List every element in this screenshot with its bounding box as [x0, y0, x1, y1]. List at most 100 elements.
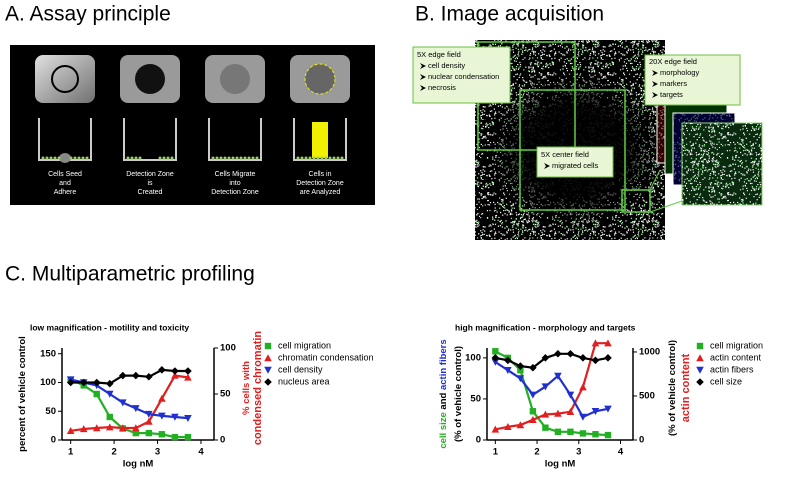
cell — [300, 156, 304, 160]
y2-tick-label: 0 — [639, 435, 644, 446]
field-box — [412, 46, 511, 104]
marker — [491, 358, 500, 366]
detection-zone — [312, 122, 328, 158]
y-tick-label: 0 — [476, 435, 481, 446]
marker — [184, 373, 192, 381]
legend-label: cell density — [278, 364, 323, 374]
marker — [517, 366, 524, 374]
step-caption: Detection Zone — [296, 180, 344, 187]
series-line — [70, 378, 188, 439]
field-title: 5X edge field — [417, 50, 461, 59]
marker — [541, 354, 550, 362]
marker — [132, 429, 140, 437]
step-caption: Detection Zone — [126, 171, 174, 178]
y-axis-label-part: cell size — [438, 412, 449, 448]
marker — [105, 423, 114, 431]
chart: low magnification - motility and toxicit… — [17, 322, 374, 469]
bullet — [652, 70, 658, 76]
x-axis-label: log nM — [123, 459, 154, 470]
y-tick-label: 50 — [45, 406, 56, 417]
x-tick-label: 1 — [68, 447, 74, 458]
well — [208, 118, 262, 161]
marker — [105, 379, 114, 388]
field-item: markers — [660, 79, 687, 88]
legend-marker — [264, 342, 272, 350]
marker — [591, 408, 600, 416]
cell — [219, 156, 223, 160]
y2-axis-label: (% of vehicle control) — [667, 340, 678, 436]
panel-title: B. Image acquisition — [415, 3, 604, 26]
cell — [158, 156, 162, 160]
cell — [41, 156, 45, 160]
charts: low magnification - motility and toxicit… — [17, 322, 764, 469]
cell — [312, 156, 316, 160]
well-zone — [305, 64, 335, 94]
x-tick-label: 2 — [111, 447, 116, 458]
legend-label: nucleus area — [278, 376, 330, 386]
marker — [132, 405, 140, 413]
step-caption: and — [59, 180, 71, 187]
legend-label: cell migration — [710, 340, 763, 350]
marker — [158, 366, 166, 374]
y2-axis-label-part: actin content — [680, 353, 692, 422]
marker — [529, 408, 537, 415]
step-caption: Cells in — [309, 171, 332, 178]
marker — [79, 378, 88, 387]
cell — [235, 156, 239, 160]
y2-axis-label-part: condensed chromatin — [252, 331, 264, 446]
marker — [604, 431, 612, 439]
cell — [81, 156, 85, 160]
bullet — [420, 74, 426, 80]
legend-marker — [264, 366, 272, 374]
cell — [49, 156, 53, 160]
cell — [255, 156, 259, 160]
y-axis-label-part: (% of vehicle control) — [453, 346, 464, 442]
zoom-line — [649, 199, 686, 213]
well-ring — [51, 65, 79, 93]
cell — [304, 156, 308, 160]
legend-marker — [696, 366, 704, 374]
x-tick-label: 2 — [534, 447, 539, 458]
marker — [66, 378, 75, 387]
chart-title: low magnification - motility and toxicit… — [30, 322, 189, 332]
marker — [516, 375, 525, 383]
marker — [105, 390, 114, 398]
field-box — [644, 54, 741, 106]
x-tick-label: 3 — [576, 447, 581, 458]
series-line — [70, 368, 188, 385]
marker — [504, 366, 512, 374]
cell — [170, 156, 174, 160]
cell — [324, 156, 328, 160]
y-tick-label: 150 — [40, 348, 56, 359]
field-item: nuclear condensation — [428, 72, 499, 81]
y2-tick-label: 0 — [220, 435, 225, 446]
cell — [332, 156, 336, 160]
y-tick-label: 50 — [470, 393, 481, 404]
bullet — [420, 85, 426, 91]
marker — [554, 349, 562, 358]
wells: Cells Seed and Adhere Detection Zone is Creat… — [35, 55, 350, 196]
y-axis-label: (% of vehicle control) — [453, 346, 464, 442]
cell — [53, 156, 57, 160]
marker — [171, 367, 179, 375]
cell — [211, 156, 215, 160]
cell — [247, 156, 251, 160]
step-caption: Created — [138, 189, 163, 196]
marker — [145, 417, 153, 425]
well-image — [35, 55, 95, 103]
panel-title: A. Assay principle — [5, 3, 171, 26]
marker — [79, 425, 88, 433]
marker — [604, 339, 612, 347]
legend-marker — [696, 342, 704, 350]
marker — [504, 356, 512, 365]
field-item: cell density — [428, 61, 465, 70]
marker — [119, 371, 127, 380]
y-axis-label-part: actin fibers — [438, 339, 449, 390]
marker — [567, 428, 574, 435]
cell — [336, 156, 340, 160]
cell — [227, 156, 231, 160]
cell — [340, 156, 344, 160]
field-title: 5X center field — [541, 150, 589, 159]
marker — [541, 410, 550, 418]
